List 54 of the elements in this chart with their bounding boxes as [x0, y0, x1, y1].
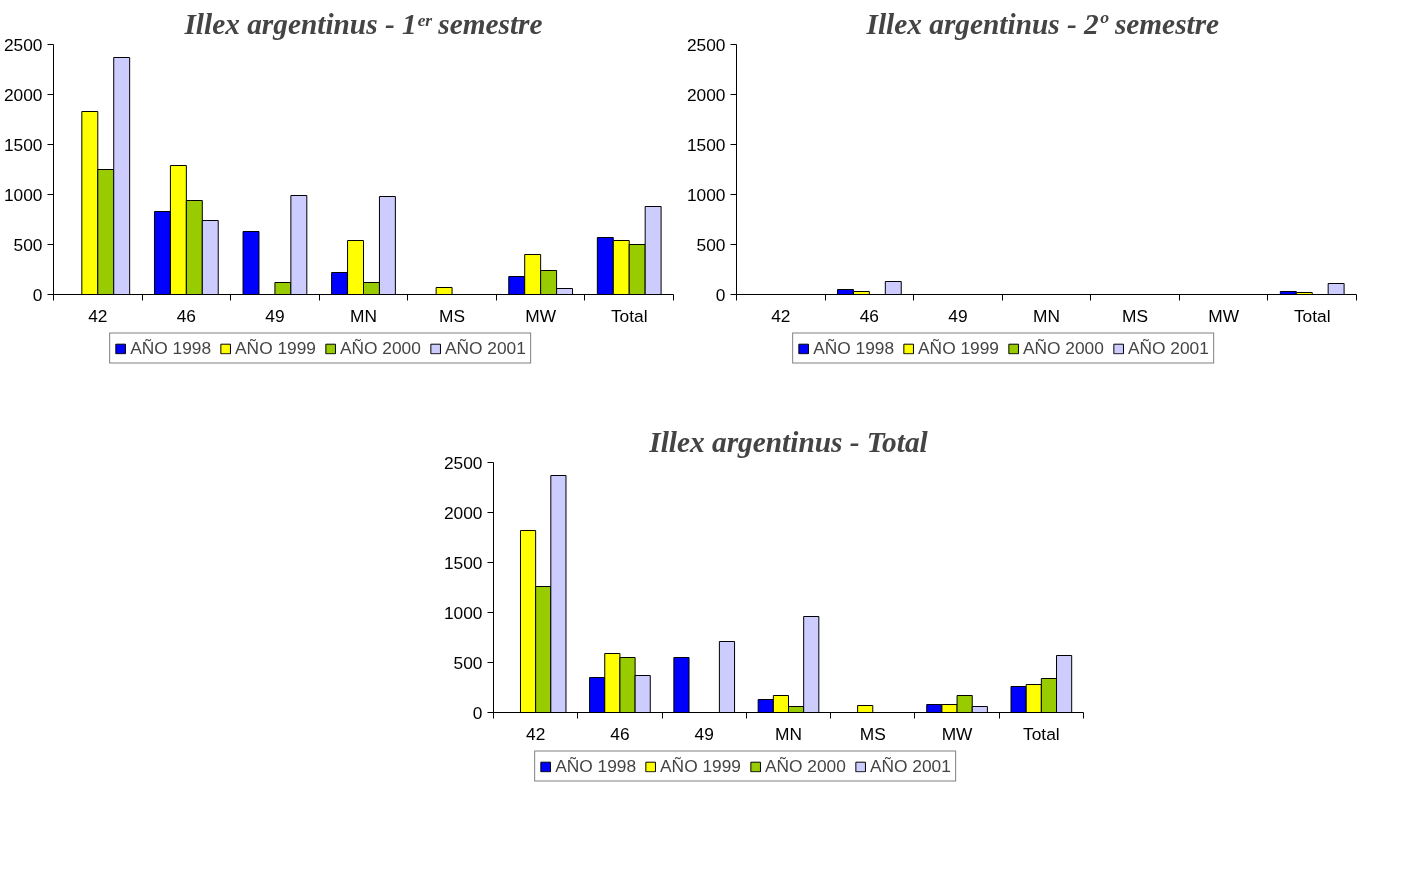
- x-tick-label: 49: [265, 305, 285, 326]
- y-tick-label: 2500: [3, 34, 43, 55]
- legend-label: AÑO 1999: [660, 755, 741, 777]
- y-tick-label: 1000: [686, 184, 726, 205]
- y-tick-label: 1500: [686, 134, 726, 155]
- x-tick-label: 42: [771, 305, 791, 326]
- chart-title: Illex argentinus - Total: [648, 425, 929, 458]
- y-tick-label: 0: [715, 284, 726, 305]
- x-tick-label: MS: [859, 723, 886, 744]
- y-tick-label: 0: [472, 702, 483, 723]
- x-tick-label: MW: [941, 723, 974, 744]
- x-tick-label: MS: [439, 305, 466, 326]
- x-tick-label: Total: [1023, 723, 1060, 744]
- y-tick-label: 500: [13, 234, 43, 255]
- y-tick-label: 1000: [3, 184, 43, 205]
- y-tick-label: 1500: [443, 552, 483, 573]
- x-tick-label: 46: [859, 305, 879, 326]
- y-tick-label: 2000: [443, 502, 483, 523]
- chart-title: Illex argentinus - 1ᵉʳ semestre: [183, 7, 543, 40]
- y-tick-label: 0: [32, 284, 43, 305]
- legend-label: AÑO 1999: [235, 337, 316, 359]
- y-tick-label: 2000: [3, 84, 43, 105]
- y-tick-label: 2000: [686, 84, 726, 105]
- x-tick-label: MN: [350, 305, 377, 326]
- y-tick-label: 500: [453, 652, 483, 673]
- legend-label: AÑO 2001: [1127, 337, 1209, 359]
- legend-label: AÑO 2000: [764, 755, 846, 777]
- y-tick-label: 1000: [443, 602, 483, 623]
- y-tick-label: 1500: [3, 134, 43, 155]
- x-tick-label: 42: [526, 723, 546, 744]
- legend-label: AÑO 1998: [813, 337, 895, 359]
- x-tick-label: Total: [1293, 305, 1331, 326]
- legend-label: AÑO 1998: [555, 755, 637, 777]
- legend-label: AÑO 2000: [339, 337, 421, 359]
- y-tick-label: 500: [696, 234, 726, 255]
- x-tick-label: MS: [1122, 305, 1149, 326]
- chart-title: Illex argentinus - 2º semestre: [865, 7, 1220, 40]
- legend-label: AÑO 1998: [130, 337, 212, 359]
- x-tick-label: 46: [176, 305, 196, 326]
- x-tick-label: MW: [525, 305, 557, 326]
- y-tick-label: 2500: [686, 34, 726, 55]
- legend-label: AÑO 2001: [869, 755, 951, 777]
- x-tick-label: 42: [88, 305, 108, 326]
- x-tick-label: 49: [694, 723, 714, 744]
- x-tick-label: MN: [775, 723, 802, 744]
- y-tick-label: 2500: [443, 452, 483, 473]
- legend-label: AÑO 2000: [1022, 337, 1104, 359]
- x-tick-label: 46: [610, 723, 630, 744]
- legend-label: AÑO 2001: [444, 337, 526, 359]
- x-tick-label: MW: [1208, 305, 1240, 326]
- legend-label: AÑO 1999: [918, 337, 999, 359]
- x-tick-label: 49: [948, 305, 968, 326]
- x-tick-label: Total: [610, 305, 648, 326]
- x-tick-label: MN: [1033, 305, 1060, 326]
